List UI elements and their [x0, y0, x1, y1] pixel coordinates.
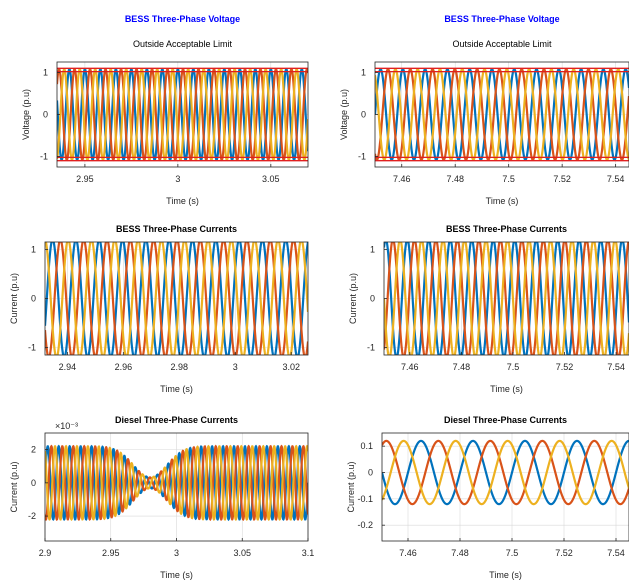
- series-phase-a: [45, 444, 308, 522]
- y-tick-label: -1: [358, 152, 366, 162]
- x-tick-label: 2.96: [115, 362, 133, 372]
- series-phase-c: [375, 67, 629, 162]
- x-tick-label: 3.05: [262, 174, 280, 184]
- series-phase-b: [45, 444, 308, 522]
- x-tick-label: 7.52: [556, 362, 574, 372]
- y-tick-label: 1: [43, 68, 48, 78]
- series-phase-c: [384, 242, 629, 355]
- y-axis-label: Voltage (p.u): [339, 89, 349, 140]
- series-phase-c: [45, 444, 308, 522]
- x-tick-label: 7.52: [553, 174, 571, 184]
- chart-bess-current-1: 2.94 2.96 2.98 3 3.02 -1 0 1 BESS Three-Phase Cu…: [9, 224, 309, 394]
- y-tick-label: 0: [43, 110, 48, 120]
- series-phase-b: [57, 67, 308, 162]
- y-tick-label: -2: [28, 511, 36, 521]
- y-axis-label: Current (p.u): [346, 461, 356, 512]
- chart-diesel-current-1: 2.9 2.95 3 3.05 3.1 -2 0 2 Diesel Three-Phase Cu…: [9, 415, 314, 580]
- y-tick-label: 1: [361, 68, 366, 78]
- x-tick-label: 2.95: [76, 174, 94, 184]
- y-tick-label: 0: [368, 468, 373, 478]
- y-tick-label: 1: [370, 244, 375, 254]
- x-tick-label: 2.98: [171, 362, 189, 372]
- x-tick-label: 7.5: [507, 362, 520, 372]
- chart-bess-current-2: 7.46 7.48 7.5 7.52 7.54 -1 0 1 BESS Three-Phase …: [348, 224, 629, 394]
- x-tick-label: 7.46: [399, 548, 417, 558]
- x-axis-label: Time (s): [490, 384, 523, 394]
- x-tick-label: 2.94: [59, 362, 77, 372]
- x-tick-label: 2.9: [39, 548, 52, 558]
- x-tick-label: 3.05: [233, 548, 251, 558]
- y-tick-label: -1: [40, 152, 48, 162]
- y-tick-label: -1: [28, 343, 36, 353]
- y-tick-label: 0: [361, 110, 366, 120]
- series-phase-c: [45, 242, 308, 355]
- x-tick-label: 7.54: [607, 548, 625, 558]
- x-tick-label: 7.46: [401, 362, 419, 372]
- chart-title: BESS Three-Phase Voltage: [444, 14, 559, 24]
- chart-diesel-current-2: 7.46 7.48 7.5 7.52 7.54 -0.2 -0.1 0 0.1 Diesel Th…: [346, 415, 629, 580]
- y-axis-label: Voltage (p.u): [21, 89, 31, 140]
- x-tick-label: 7.52: [555, 548, 573, 558]
- y-tick-label: 2: [31, 445, 36, 455]
- x-tick-label: 3: [175, 174, 180, 184]
- x-axis-label: Time (s): [160, 570, 193, 580]
- x-axis-label: Time (s): [486, 196, 519, 206]
- series-phase-c: [57, 67, 308, 162]
- y-tick-label: -0.2: [357, 520, 373, 530]
- series-phase-b: [384, 242, 629, 355]
- x-tick-label: 2.95: [102, 548, 120, 558]
- plot-area: [382, 433, 629, 541]
- y-tick-label: 0: [31, 294, 36, 304]
- x-tick-label: 7.48: [446, 174, 464, 184]
- x-tick-label: 7.5: [506, 548, 519, 558]
- x-axis-label: Time (s): [166, 196, 199, 206]
- chart-bess-voltage-1: 2.95 3 3.05 -1 0 1 BESS Three-Phase Voltage Out…: [21, 14, 309, 206]
- chart-bess-voltage-2: 7.46 7.48 7.5 7.52 7.54 -1 0 1 BESS Three-Phase …: [339, 14, 629, 206]
- x-tick-label: 7.5: [502, 174, 515, 184]
- series-phase-b: [45, 242, 308, 355]
- y-tick-label: 0: [31, 478, 36, 488]
- x-tick-label: 7.48: [451, 548, 469, 558]
- chart-title: BESS Three-Phase Voltage: [125, 14, 240, 24]
- x-tick-label: 7.48: [453, 362, 471, 372]
- y-axis-label: Current (p.u): [348, 273, 358, 324]
- x-tick-label: 3.1: [302, 548, 315, 558]
- x-tick-label: 3.02: [282, 362, 300, 372]
- x-tick-label: 3: [174, 548, 179, 558]
- y-exponent-label: ×10⁻³: [55, 421, 78, 431]
- axes-frame: [381, 432, 629, 542]
- y-tick-label: -1: [367, 343, 375, 353]
- y-tick-label: -0.1: [357, 494, 373, 504]
- y-axis-label: Current (p.u): [9, 461, 19, 512]
- y-tick-label: 0.1: [360, 441, 373, 451]
- x-tick-label: 7.54: [607, 362, 625, 372]
- x-tick-label: 7.54: [607, 174, 625, 184]
- x-axis-label: Time (s): [489, 570, 522, 580]
- x-tick-label: 3: [233, 362, 238, 372]
- y-tick-label: 0: [370, 294, 375, 304]
- chart-subtitle: Outside Acceptable Limit: [133, 39, 233, 49]
- chart-title: Diesel Three-Phase Currents: [115, 415, 238, 425]
- chart-title: BESS Three-Phase Currents: [446, 224, 567, 234]
- x-axis-label: Time (s): [160, 384, 193, 394]
- series-phase-c: [382, 439, 629, 506]
- chart-title: BESS Three-Phase Currents: [116, 224, 237, 234]
- series-phase-a: [382, 439, 629, 506]
- x-tick-label: 7.46: [393, 174, 411, 184]
- series-phase-b: [382, 439, 629, 506]
- y-axis-label: Current (p.u): [9, 273, 19, 324]
- chart-subtitle: Outside Acceptable Limit: [452, 39, 552, 49]
- chart-title: Diesel Three-Phase Currents: [444, 415, 567, 425]
- series-phase-b: [375, 67, 629, 162]
- y-tick-label: 1: [31, 244, 36, 254]
